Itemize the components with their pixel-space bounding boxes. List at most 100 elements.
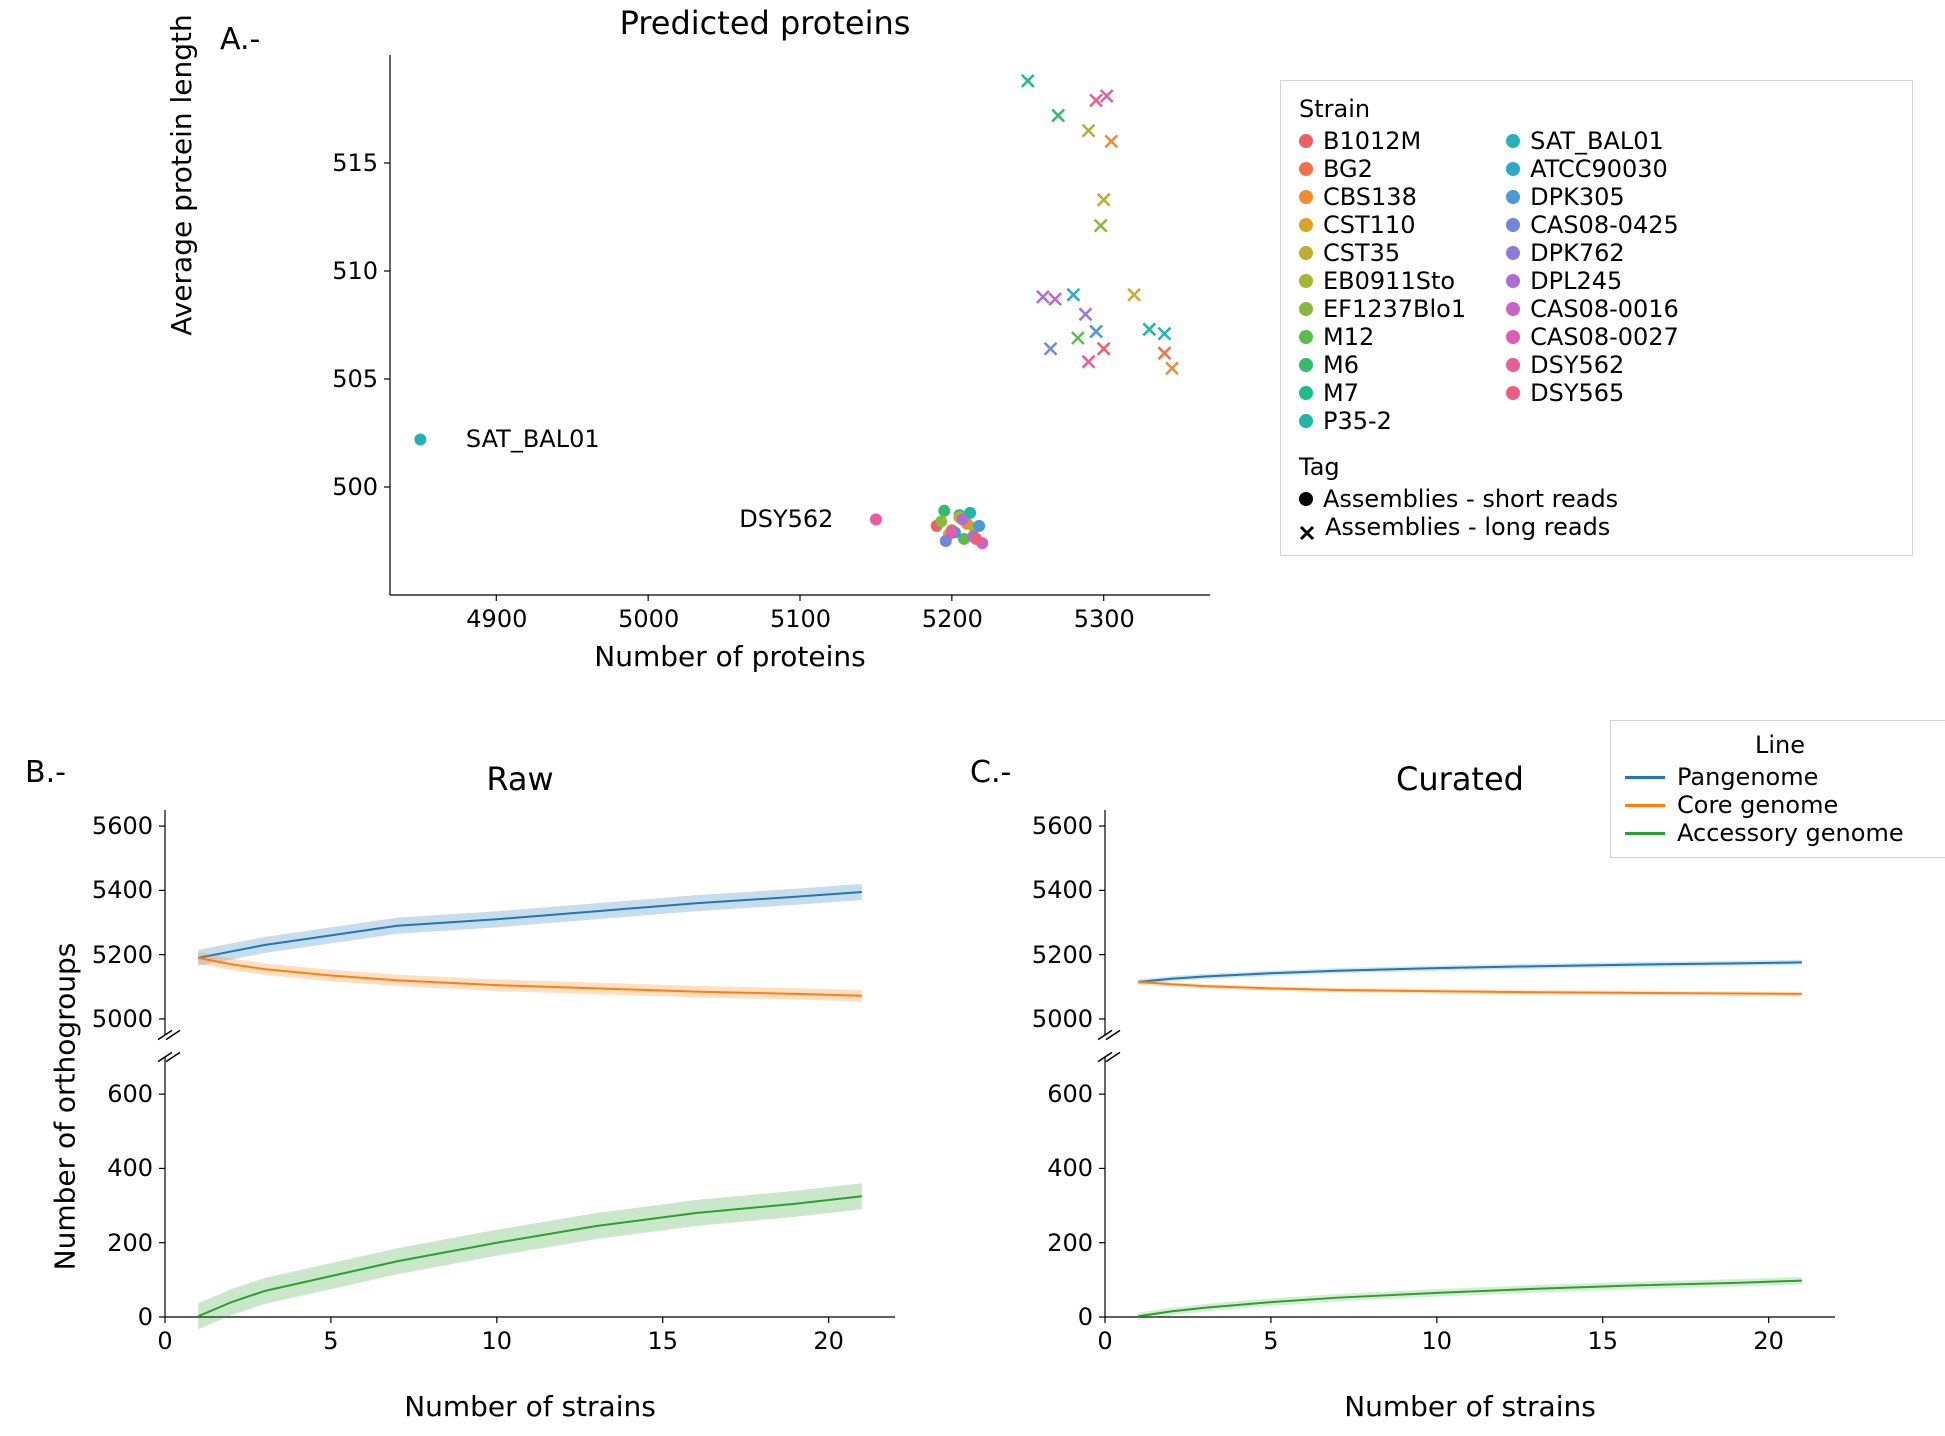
legend-strain-label: BG2 (1323, 155, 1373, 183)
scatter-annotation: SAT_BAL01 (466, 425, 600, 453)
panel-b-title: Raw (420, 760, 620, 798)
legend-strain-item: CBS138 (1299, 183, 1466, 211)
panel-a-ytick: 510 (318, 257, 378, 285)
legend-tag-label: Assemblies - short reads (1323, 485, 1618, 513)
panel-c-title: Curated (1340, 760, 1580, 798)
legend-strain-label: M12 (1323, 323, 1374, 351)
legend-strain-item: M7 (1299, 379, 1466, 407)
legend-strain-item: CAS08-0027 (1506, 323, 1679, 351)
legend-swatch (1299, 246, 1313, 260)
legend-strain-label: SAT_BAL01 (1530, 127, 1664, 155)
panel-c-xlabel: Number of strains (1320, 1390, 1620, 1423)
legend-swatch (1506, 218, 1520, 232)
panel-c-label: C.- (970, 755, 1011, 790)
legend-strain-label: DSY565 (1530, 379, 1624, 407)
legend-swatch (1506, 302, 1520, 316)
legend-strain-item: CST35 (1299, 239, 1466, 267)
legend-strain-item: P35-2 (1299, 407, 1466, 435)
legend-swatch (1299, 414, 1313, 428)
legend-strain-item: ATCC90030 (1506, 155, 1679, 183)
scatter-circle (946, 526, 958, 538)
ytick: 5200 (87, 941, 153, 969)
legend-swatch (1506, 358, 1520, 372)
xtick: 10 (477, 1327, 517, 1355)
legend-strain-item: CAS08-0425 (1506, 211, 1679, 239)
line-legend-label: Accessory genome (1677, 819, 1904, 847)
scatter-circle (935, 516, 947, 528)
panel-a-xtick: 5100 (770, 605, 830, 633)
legend-strain-item: BG2 (1299, 155, 1466, 183)
panel-a-ytick: 515 (318, 149, 378, 177)
legend-swatch (1506, 162, 1520, 176)
xtick: 5 (311, 1327, 351, 1355)
panel-a-ytick: 500 (318, 473, 378, 501)
ytick: 5000 (1027, 1005, 1093, 1033)
scatter-circle (938, 505, 950, 517)
panel-b-ylabel: Number of orthogroups (49, 932, 82, 1282)
circle-marker-icon (1299, 492, 1313, 506)
xtick: 15 (643, 1327, 683, 1355)
xtick: 5 (1251, 1327, 1291, 1355)
x-marker-icon (1299, 519, 1315, 535)
legend-swatch (1506, 246, 1520, 260)
ytick: 200 (1027, 1229, 1093, 1257)
ytick: 400 (1027, 1154, 1093, 1182)
panel-a-ylabel-text: Average protein length (165, 14, 198, 336)
xtick: 10 (1417, 1327, 1457, 1355)
line-swatch (1625, 804, 1665, 807)
legend-strain-item: CAS08-0016 (1506, 295, 1679, 323)
scatter-circle (956, 513, 968, 525)
legend-tag-label: Assemblies - long reads (1325, 513, 1610, 541)
panel-a-label: A.- (220, 22, 260, 57)
ytick: 5400 (1027, 876, 1093, 904)
xtick: 15 (1583, 1327, 1623, 1355)
legend-swatch (1299, 386, 1313, 400)
scatter-circle (870, 513, 882, 525)
line-legend-label: Core genome (1677, 791, 1838, 819)
legend-strain-item: M6 (1299, 351, 1466, 379)
ytick: 600 (1027, 1080, 1093, 1108)
scatter-circle (970, 533, 982, 545)
legend-strain-label: EF1237Blo1 (1323, 295, 1466, 323)
line-legend: LinePangenomeCore genomeAccessory genome (1610, 720, 1945, 858)
panel-c-plot (1035, 800, 1865, 1360)
legend-tag-item: Assemblies - short reads (1299, 485, 1894, 513)
figure-root: A.- Predicted proteins Number of protein… (0, 0, 1945, 1436)
ytick: 200 (87, 1229, 153, 1257)
legend-swatch (1506, 330, 1520, 344)
legend-strain-item: EF1237Blo1 (1299, 295, 1466, 323)
legend-strain-title: Strain (1299, 95, 1894, 123)
legend-swatch (1299, 162, 1313, 176)
legend-strain-label: P35-2 (1323, 407, 1392, 435)
legend-strain-label: M6 (1323, 351, 1359, 379)
line-legend-item: Accessory genome (1625, 819, 1935, 847)
ytick: 5400 (87, 876, 153, 904)
legend-swatch (1506, 386, 1520, 400)
legend-strain-label: DSY562 (1530, 351, 1624, 379)
legend-strain-label: DPL245 (1530, 267, 1622, 295)
legend-strain-label: DPK305 (1530, 183, 1625, 211)
scatter-annotation: DSY562 (739, 505, 833, 533)
legend-swatch (1299, 134, 1313, 148)
panel-a-plot (300, 45, 1230, 665)
ytick: 5600 (1027, 812, 1093, 840)
line-legend-label: Pangenome (1677, 763, 1818, 791)
series-band (198, 952, 862, 1002)
ytick: 5600 (87, 812, 153, 840)
panel-a-xlabel: Number of proteins (540, 640, 920, 673)
panel-a-xtick: 5200 (922, 605, 982, 633)
line-legend-item: Core genome (1625, 791, 1935, 819)
xtick: 0 (145, 1327, 185, 1355)
line-swatch (1625, 832, 1665, 835)
panel-b-label: B.- (25, 755, 66, 790)
scatter-circle (973, 520, 985, 532)
legend-tag-title: Tag (1299, 453, 1894, 481)
ytick: 0 (87, 1303, 153, 1331)
series-band (198, 1183, 862, 1329)
legend-strain-item: B1012M (1299, 127, 1466, 155)
panel-a-xtick: 5000 (618, 605, 678, 633)
panel-a-legend: StrainB1012MBG2CBS138CST110CST35EB0911St… (1280, 80, 1913, 556)
legend-strain-item: CST110 (1299, 211, 1466, 239)
legend-strain-item: SAT_BAL01 (1506, 127, 1679, 155)
legend-strain-item: DSY565 (1506, 379, 1679, 407)
